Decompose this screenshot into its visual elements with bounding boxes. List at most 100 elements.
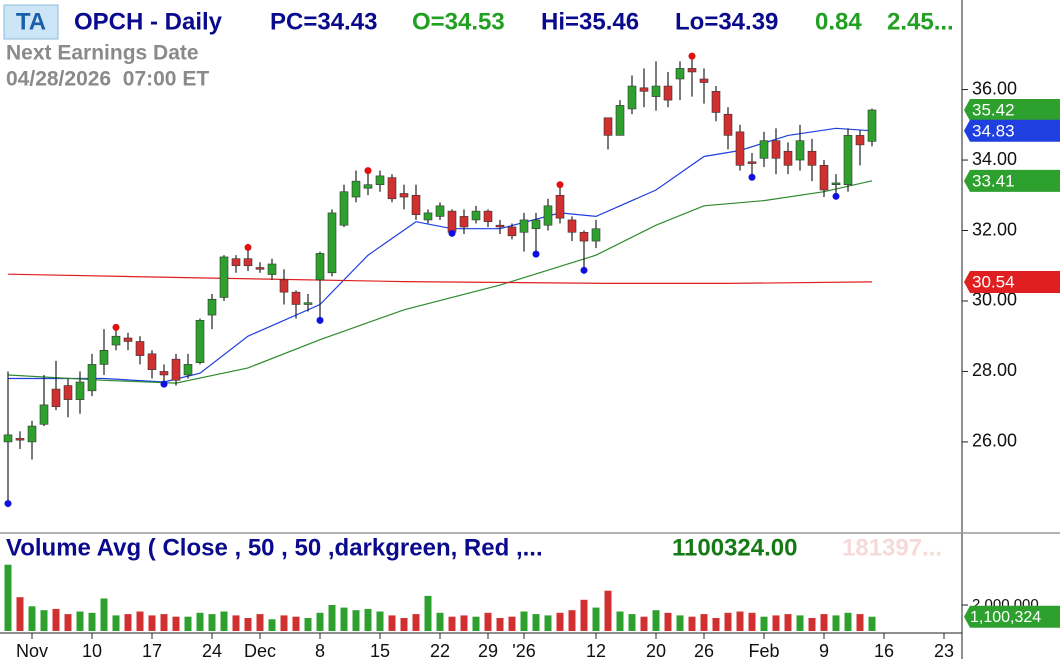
x-tick-label: 10 [82,641,102,659]
candle-body [63,385,73,400]
volume-bar [568,610,576,631]
x-tick-label: 22 [430,641,450,659]
x-tick-label: 24 [202,641,222,659]
low-price: Lo=34.39 [675,8,778,35]
x-tick-label: 8 [315,641,325,659]
candle-body [483,210,493,222]
candle-body [531,219,541,230]
volume-bar [40,610,48,631]
volume-bar [400,618,408,631]
volume-bar [172,616,180,631]
x-tick-label: 26 [694,641,714,659]
volume-bar [520,611,528,631]
volume-bar [652,610,660,631]
volume-badge-label: 1,100,324 [970,609,1041,626]
candle-body [507,226,517,237]
y-tick-label: 32.00 [972,219,1017,239]
symbol-badge: TA [16,8,46,35]
ma-badge-label: 34.83 [972,121,1015,140]
volume-bar [268,619,276,631]
swing-high-marker [364,167,372,175]
volume-bar [580,599,588,631]
volume-bar [256,614,264,631]
y-tick-label: 34.00 [972,149,1017,169]
candle-body [711,91,721,113]
volume-bar [556,612,564,631]
volume-bar [112,615,120,631]
candle-body [771,140,781,159]
earnings-label: Next Earnings Date [6,42,199,65]
x-tick-label: Feb [748,641,779,659]
volume-bar [484,612,492,631]
candle-body [195,320,205,363]
ma-badge-box [964,270,1060,293]
volume-bar [640,616,648,631]
volume-bar [712,618,720,631]
volume-bar [688,616,696,631]
volume-bar [364,608,372,631]
candle-body [591,228,601,242]
candle-body [171,358,181,381]
volume-bar [28,606,36,631]
volume-bar [412,614,420,631]
volume-bar [100,598,108,631]
candle-body [855,135,865,146]
close-badge-label: 35.42 [972,100,1015,119]
candle-body [87,364,97,392]
x-tick-label: 20 [646,641,666,659]
candle-body [147,353,157,370]
ma-badge-label: 33.41 [972,171,1015,190]
candle-body [159,371,169,376]
candle-body [291,291,301,305]
swing-high-marker [112,323,120,331]
volume-title: Volume Avg ( Close , 50 , 50 ,darkgreen,… [6,534,543,561]
candle-body [543,205,553,226]
candle-body [735,131,745,166]
volume-bar [448,616,456,631]
candle-body [255,267,265,270]
candle-body [39,404,49,425]
volume-bar [304,618,312,631]
volume-bar [496,618,504,631]
volume-bar [232,615,240,631]
candle-body [495,224,505,228]
chart-title: OPCH - Daily [74,8,223,35]
volume-bar [808,618,816,631]
volume-bar [196,612,204,631]
candle-body [867,109,877,142]
volume-bar [544,615,552,631]
candle-body [111,335,121,346]
candle-body [615,105,625,136]
candle-body [675,68,685,80]
high-price: Hi=35.46 [541,8,639,35]
volume-bar [472,616,480,631]
change-pct: 2.45... [887,8,954,35]
x-tick-label: 15 [370,641,390,659]
candle-body [555,194,565,219]
volume-avg: 181397... [842,534,942,561]
candle-body [843,135,853,185]
volume-bar [748,612,756,631]
volume-bar [328,605,336,631]
volume-bar [184,616,192,631]
candle-body [327,212,337,274]
volume-bar [508,616,516,631]
swing-high-marker [244,243,252,251]
x-tick-label: 12 [586,641,606,659]
moving-average-line [8,127,873,383]
volume-bar [4,564,12,631]
swing-low-marker [532,250,540,258]
close-badge-box [964,99,1060,121]
volume-bar [136,611,144,631]
x-tick-label: 29 [478,641,498,659]
candle-body [15,438,25,441]
volume-bar [784,614,792,631]
candle-body [363,184,373,189]
candle-body [747,161,757,164]
volume-bar [208,614,216,631]
volume-bar [628,614,636,631]
y-tick-label: 28.00 [972,360,1017,380]
candle-body [411,194,421,215]
